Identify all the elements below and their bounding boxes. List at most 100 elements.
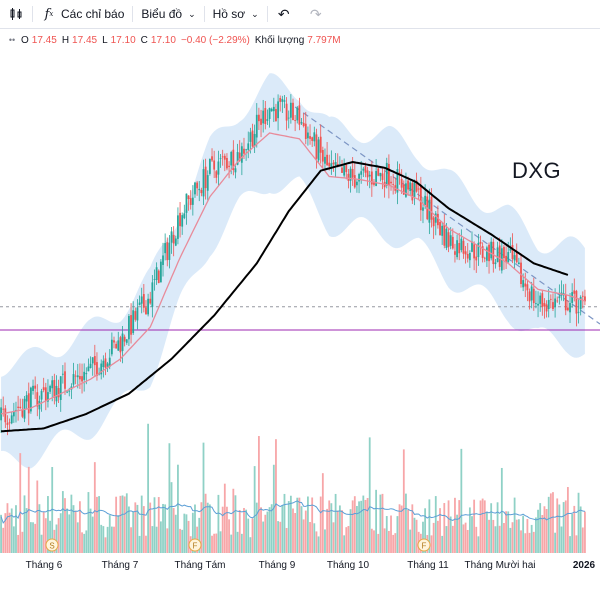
volume-bar: [128, 506, 130, 553]
candle: [520, 262, 522, 285]
candle: [490, 241, 493, 259]
event-marker: [417, 538, 431, 552]
volume-bar: [392, 534, 395, 553]
candle: [157, 270, 160, 283]
volume-bar: [253, 466, 256, 553]
x-axis-tick-label: Tháng 10: [327, 560, 370, 571]
candle: [85, 373, 88, 375]
volume-bar: [396, 516, 399, 553]
volume-bar: [345, 527, 348, 553]
candle: [486, 247, 488, 261]
redo-icon: ↷: [309, 5, 322, 22]
volume-bar: [17, 534, 20, 553]
candle: [537, 303, 539, 306]
candle: [362, 168, 365, 171]
candle: [356, 181, 358, 186]
volume-bar: [368, 437, 371, 553]
volume-bar: [38, 504, 41, 553]
volume-bar: [577, 492, 580, 553]
volume-bar: [473, 499, 476, 553]
volume-bar: [490, 503, 493, 553]
candle: [83, 371, 86, 380]
candle: [381, 173, 384, 180]
candle: [503, 246, 505, 259]
volume-bar: [394, 533, 397, 553]
volume-bar: [458, 500, 461, 553]
legend-collapse-icon[interactable]: ••: [8, 35, 16, 45]
candle: [319, 136, 322, 153]
trendline: [294, 106, 600, 325]
volume-bar: [194, 504, 196, 553]
volume-bar: [437, 520, 439, 553]
volume-bar: [198, 517, 201, 553]
volume-bar: [324, 529, 326, 553]
volume-bar: [581, 527, 584, 553]
volume-bar: [332, 522, 335, 553]
candle: [413, 180, 416, 198]
x-axis-tick-label: Tháng Tám: [175, 560, 226, 571]
volume-bar: [219, 531, 222, 553]
volume-bar: [10, 508, 13, 553]
candle: [526, 284, 529, 291]
volume-bar: [439, 508, 441, 553]
candle: [10, 415, 13, 424]
candle: [110, 339, 113, 355]
candle: [387, 163, 390, 186]
volume-bar: [19, 453, 22, 553]
candle: [253, 133, 256, 147]
undo-button[interactable]: ↶: [268, 0, 300, 28]
chart-type-dropdown[interactable]: Biểu đồ ⌄: [133, 0, 203, 28]
candle: [44, 387, 47, 402]
volume-bar: [232, 488, 235, 553]
volume-bar: [447, 500, 450, 553]
volume-bar: [300, 506, 303, 553]
candle: [437, 213, 439, 226]
volume-bar: [185, 514, 188, 553]
profile-dropdown[interactable]: Hồ sơ ⌄: [205, 0, 267, 28]
volume-bar: [558, 504, 561, 553]
volume-bar: [138, 535, 141, 553]
candle: [258, 114, 260, 122]
candle: [443, 224, 446, 246]
volume-bar: [98, 496, 100, 553]
volume-bar: [187, 520, 190, 553]
volume-bar: [520, 530, 522, 553]
candle: [390, 181, 392, 184]
candle: [206, 175, 209, 191]
x-axis-tick-label: Tháng 7: [102, 560, 139, 571]
volume-bar: [277, 521, 279, 553]
volume-bar: [405, 493, 407, 553]
candle: [279, 97, 282, 102]
candle: [55, 385, 58, 402]
candle: [554, 298, 557, 308]
volume-bar: [434, 496, 437, 553]
candle: [187, 195, 190, 200]
volume-bar: [93, 462, 96, 553]
volume-bar: [42, 511, 45, 553]
candle: [162, 255, 164, 265]
volume-bar: [36, 480, 39, 553]
candle: [93, 356, 96, 366]
candle: [407, 180, 409, 190]
redo-button[interactable]: ↷: [300, 0, 332, 28]
candle: [396, 169, 399, 193]
volume-bar: [0, 514, 2, 553]
candle: [345, 164, 348, 173]
close-value: 17.10: [150, 34, 176, 46]
volume-bar: [245, 509, 248, 553]
volume-bar: [170, 482, 173, 553]
volume-bar: [132, 511, 135, 553]
change-value: −0.40 (−2.29%): [180, 34, 250, 46]
candle: [492, 241, 495, 265]
candle: [266, 119, 269, 121]
candle: [25, 395, 28, 402]
candle: [236, 152, 239, 165]
event-marker: [188, 538, 202, 552]
candles-style-button[interactable]: [0, 0, 32, 28]
volume-bar: [240, 533, 243, 553]
candle: [215, 171, 218, 178]
candle: [213, 160, 216, 170]
volume-bar: [200, 502, 203, 553]
